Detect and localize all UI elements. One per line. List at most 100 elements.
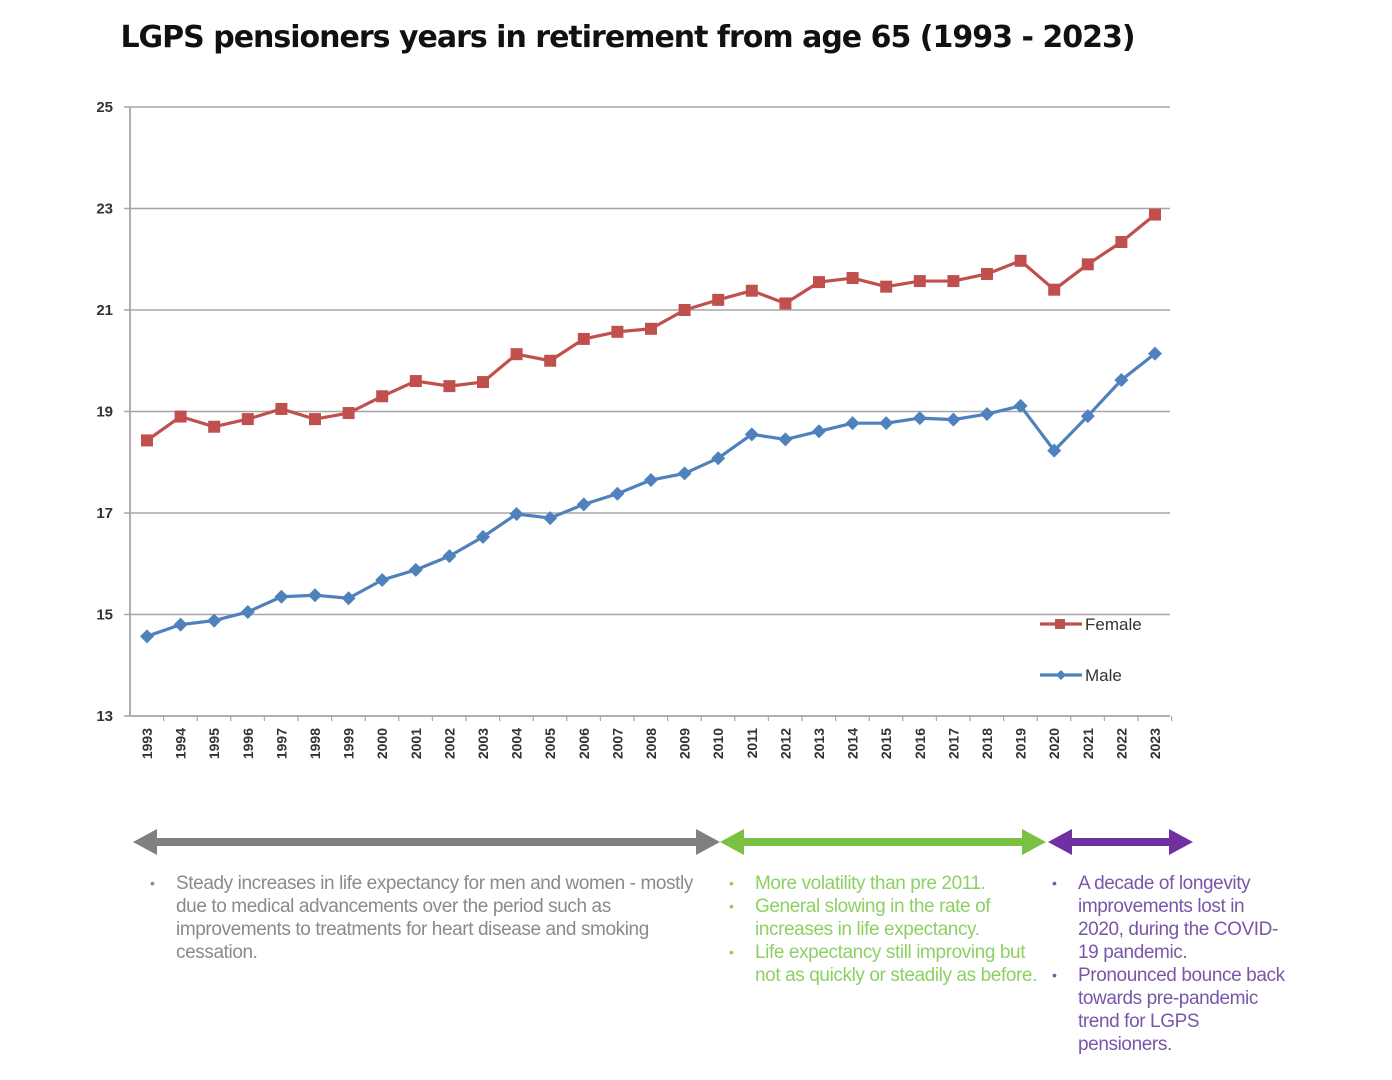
data-point-male bbox=[980, 407, 994, 422]
data-point-female bbox=[443, 380, 456, 393]
data-point-male bbox=[644, 473, 658, 488]
data-point-male bbox=[476, 529, 490, 544]
y-tick-label: 23 bbox=[96, 201, 113, 218]
data-point-female bbox=[947, 275, 960, 288]
annotation-period-3: A decade of longevity improvements lost … bbox=[1050, 872, 1290, 1056]
x-tick-label: 2009 bbox=[677, 728, 693, 759]
data-point-male bbox=[240, 604, 255, 619]
data-point-male bbox=[207, 613, 222, 628]
data-point-female bbox=[712, 293, 725, 306]
data-point-male bbox=[845, 416, 860, 431]
y-tick-label: 21 bbox=[96, 302, 113, 319]
period-arrow-1 bbox=[133, 829, 720, 855]
data-point-female bbox=[1014, 254, 1027, 267]
x-tick-label: 1997 bbox=[273, 728, 289, 759]
x-tick-label: 2019 bbox=[1013, 728, 1029, 759]
period-arrows bbox=[133, 829, 1193, 855]
data-point-male bbox=[1148, 346, 1162, 361]
data-point-female bbox=[241, 413, 254, 426]
x-tick-label: 2022 bbox=[1113, 728, 1129, 759]
data-point-female bbox=[309, 413, 321, 426]
y-tick-label: 17 bbox=[96, 505, 113, 522]
data-point-male bbox=[677, 466, 692, 481]
annotation-bullet: General slowing in the rate of increases… bbox=[727, 895, 1047, 941]
data-point-male bbox=[341, 591, 356, 606]
y-tick-label: 15 bbox=[96, 607, 113, 624]
data-point-female bbox=[342, 407, 355, 420]
period-arrow-3 bbox=[1048, 829, 1193, 855]
data-point-female bbox=[779, 297, 792, 310]
data-point-male bbox=[173, 617, 188, 632]
data-point-female bbox=[611, 325, 624, 338]
x-tick-label: 2005 bbox=[542, 728, 558, 759]
x-tick-label: 1996 bbox=[240, 728, 256, 759]
annotation-bullet: More volatility than pre 2011. bbox=[727, 872, 1047, 895]
y-tick-label: 19 bbox=[96, 404, 113, 421]
x-tick-label: 2006 bbox=[576, 728, 592, 759]
annotation-period-1: Steady increases in life expectancy for … bbox=[148, 872, 728, 964]
data-point-female bbox=[1115, 235, 1128, 248]
annotation-bullet: Steady increases in life expectancy for … bbox=[148, 872, 728, 964]
gridlines bbox=[130, 106, 1170, 616]
x-tick-label: 1999 bbox=[341, 728, 357, 759]
x-tick-label: 1998 bbox=[307, 728, 323, 759]
x-tick-label: 2000 bbox=[374, 728, 390, 759]
data-point-male bbox=[711, 451, 726, 466]
y-tick-label: 13 bbox=[96, 708, 113, 725]
annotation-period-2: More volatility than pre 2011. General s… bbox=[727, 872, 1047, 987]
data-point-female bbox=[913, 275, 926, 288]
x-tick-label: 2021 bbox=[1080, 728, 1096, 759]
x-tick-label: 2008 bbox=[643, 728, 659, 759]
x-tick-label: 2020 bbox=[1046, 728, 1062, 759]
x-tick-label: 2013 bbox=[811, 728, 827, 759]
x-tick-label: 1995 bbox=[206, 728, 222, 759]
data-point-female bbox=[678, 304, 691, 316]
data-point-female bbox=[409, 375, 422, 388]
data-point-male bbox=[1047, 443, 1062, 458]
data-point-female bbox=[544, 354, 557, 367]
data-point-female bbox=[981, 267, 993, 280]
x-tick-label: 2012 bbox=[777, 728, 793, 759]
data-point-male bbox=[576, 497, 591, 512]
data-point-male bbox=[543, 511, 558, 526]
x-tick-label: 2011 bbox=[744, 728, 760, 759]
data-point-male bbox=[509, 507, 524, 522]
x-tick-label: 2004 bbox=[509, 728, 525, 759]
x-tick-label: 2016 bbox=[912, 728, 928, 759]
x-tick-label: 2007 bbox=[609, 728, 625, 759]
data-point-male bbox=[408, 562, 423, 577]
x-tick-label: 2023 bbox=[1147, 728, 1163, 759]
x-tick-label: 2017 bbox=[945, 728, 961, 759]
data-point-male bbox=[1114, 373, 1129, 388]
legend-marker bbox=[1056, 670, 1066, 680]
data-point-female bbox=[645, 322, 657, 335]
data-point-female bbox=[813, 276, 825, 289]
annotation-bullet: Life expectancy still improving but not … bbox=[727, 941, 1047, 987]
data-point-female bbox=[880, 280, 893, 293]
data-point-female bbox=[477, 376, 489, 389]
x-tick-label: 2002 bbox=[441, 728, 457, 759]
data-point-male bbox=[140, 629, 154, 644]
data-point-male bbox=[812, 424, 826, 439]
data-point-female bbox=[141, 434, 153, 447]
data-point-female bbox=[208, 420, 221, 433]
chart-title: LGPS pensioners years in retirement from… bbox=[120, 20, 1135, 55]
data-point-male bbox=[274, 589, 289, 604]
y-tick-label: 25 bbox=[96, 99, 113, 116]
legend-label-male: Male bbox=[1085, 666, 1122, 685]
data-point-male bbox=[442, 549, 457, 564]
y-axis-ticks: 13 15 17 19 21 23 25 bbox=[96, 99, 130, 725]
legend: Female Male bbox=[1040, 615, 1142, 685]
data-point-male bbox=[1013, 398, 1028, 413]
data-point-male bbox=[308, 588, 322, 603]
x-axis-ticks: 1993 1994 1995 1996 1997 1998 1999 2000 2001 2002… bbox=[139, 716, 1173, 759]
data-point-female bbox=[510, 348, 523, 361]
period-arrow-2 bbox=[720, 829, 1046, 855]
data-point-female bbox=[577, 332, 590, 345]
data-point-male bbox=[778, 432, 793, 447]
annotation-bullet: A decade of longevity improvements lost … bbox=[1050, 872, 1290, 964]
x-tick-label: 1993 bbox=[139, 728, 155, 759]
data-point-female bbox=[174, 410, 187, 423]
data-point-male bbox=[744, 427, 759, 442]
data-point-female bbox=[1048, 283, 1061, 296]
